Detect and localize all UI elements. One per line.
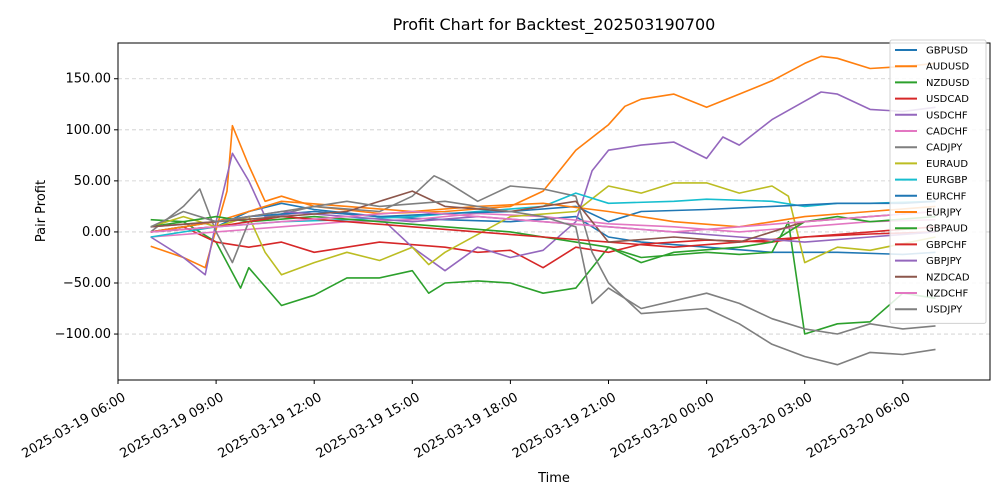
plot-area-frame (117, 42, 991, 381)
legend-label: EURJPY (926, 208, 962, 219)
legend-label: EURCHF (926, 191, 967, 202)
legend-label: USDCAD (926, 94, 969, 105)
series-line-usdchf (150, 91, 936, 276)
legend-label: EURAUD (926, 159, 968, 170)
legend-box (889, 39, 987, 324)
y-tick-label: 150.00 (66, 72, 112, 87)
x-axis-title: Time (537, 471, 570, 486)
series-line-eurchf (150, 200, 936, 233)
legend-label: NZDCHF (926, 289, 969, 300)
chart-title: Profit Chart for Backtest_202503190700 (393, 15, 716, 35)
legend-label: CADCHF (926, 127, 968, 138)
legend-label: GBPJPY (926, 256, 962, 267)
series-lines (150, 55, 936, 366)
y-tick-label: 0.00 (82, 225, 111, 240)
legend-label: CADJPY (926, 143, 963, 154)
series-line-eurjpy (150, 200, 936, 233)
legend-label: USDJPY (926, 305, 963, 316)
series-line-usdjpy (150, 200, 936, 335)
y-tick-label: −50.00 (63, 276, 111, 291)
y-axis: −100.00 −50.00 0.00 50.00 100.00 150.00 (55, 72, 118, 342)
series-line-gbpusd (150, 202, 936, 256)
legend-label: GBPCHF (926, 240, 967, 251)
legend-label: USDCHF (926, 110, 968, 121)
legend: GBPUSD AUDUSD NZDUSD USDCAD USDCHF CADCHF CADJ… (889, 39, 987, 324)
series-line-nzdchf (150, 210, 936, 233)
legend-label: GBPUSD (926, 46, 968, 57)
legend-label: NZDCAD (926, 272, 970, 283)
y-tick-label: 100.00 (66, 123, 112, 138)
legend-label: GBPAUD (926, 224, 968, 235)
y-tick-label: −100.00 (55, 327, 111, 342)
legend-label: NZDUSD (926, 78, 970, 89)
grid-lines (118, 78, 990, 335)
legend-label: EURGBP (926, 175, 967, 186)
series-line-nzdusd (150, 218, 936, 335)
series-line-nzdcad (150, 190, 936, 243)
series-line-audusd (150, 55, 936, 269)
y-tick-label: 50.00 (74, 174, 111, 189)
legend-label: AUDUSD (926, 62, 970, 73)
series-line-cadjpy (150, 175, 936, 366)
y-axis-title: Pair Profit (34, 180, 49, 242)
series-line-euraud (150, 182, 936, 276)
